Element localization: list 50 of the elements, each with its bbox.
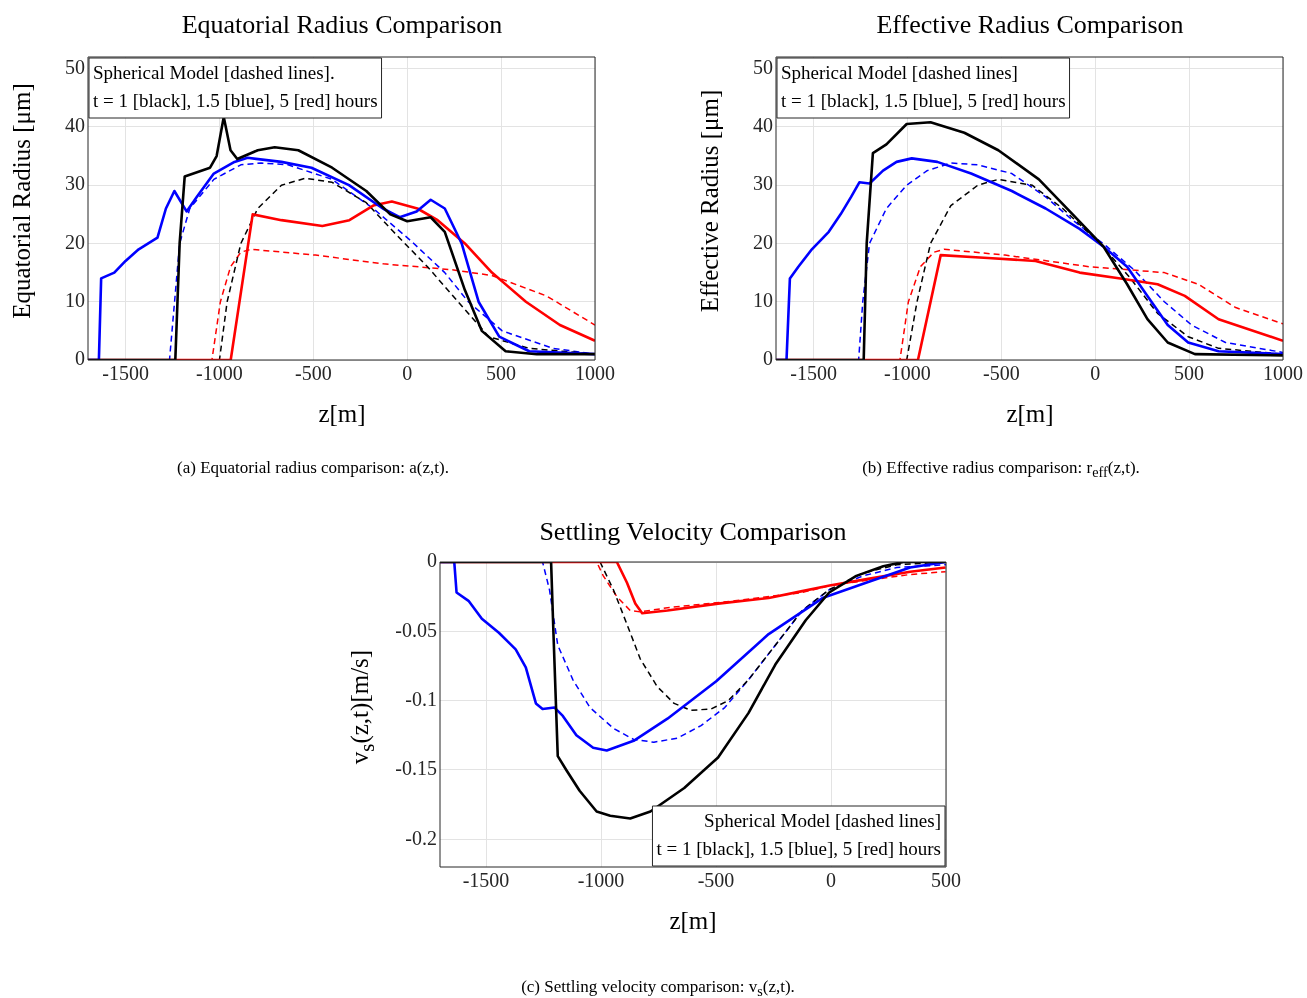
text: (c) Settling velocity comparison: v$_{s}$(z,t). (521, 977, 795, 998)
x-tick-label: 500 (1174, 362, 1205, 385)
x-tick-label: 1000 (1263, 362, 1303, 385)
text: (a) Equatorial radius comparison: a(z,t). (177, 458, 449, 477)
y-tick-label: 30 (65, 172, 85, 195)
text: (b) Effective radius comparison: r$_{eff}$(z,t). (862, 458, 1140, 481)
y-tick-label: 0 (763, 347, 773, 370)
y-tick-label: -0.2 (405, 826, 437, 849)
y-tick-label: 10 (753, 288, 773, 311)
x-axis-title: z[m] (318, 400, 366, 427)
x-tick-label: -1500 (790, 362, 837, 385)
y-tick-label: 40 (65, 114, 85, 137)
x-tick-label: -1000 (577, 869, 625, 892)
y-tick-label: 0 (427, 549, 437, 572)
y-tick-label: -0.05 (395, 618, 437, 641)
x-tick-label: -1000 (884, 362, 931, 385)
y-tick-label: 50 (65, 55, 85, 78)
annotation: Spherical Model [dashed lines] (704, 809, 941, 831)
chart-title: Settling Velocity Comparison (538, 517, 848, 547)
y-tick-label: 0 (75, 347, 85, 370)
x-tick-label: -500 (697, 869, 735, 892)
annotation: Spherical Model [dashed lines]. (93, 61, 335, 83)
y-axis-title: Effective Radius [μm] (696, 89, 723, 313)
x-axis-title: z[m] (669, 907, 717, 934)
x-tick-label: 0 (826, 869, 836, 892)
x-tick-label: 500 (931, 869, 961, 892)
y-tick-label: 20 (753, 230, 773, 253)
x-tick-label: -500 (295, 362, 332, 385)
x-tick-label: 500 (486, 362, 517, 385)
y-tick-label: 20 (65, 230, 85, 253)
y-tick-label: -0.15 (395, 757, 437, 780)
y-tick-label: 30 (753, 172, 773, 195)
y-tick-label: 40 (753, 114, 773, 137)
annotation: t = 1 [black], 1.5 [blue], 5 [red] hours (93, 89, 378, 111)
annotation: t = 1 [black], 1.5 [blue], 5 [red] hours (656, 837, 941, 859)
annotation: Spherical Model [dashed lines] (781, 61, 1018, 83)
y-tick-label: 50 (753, 55, 773, 78)
chart-title: Equatorial Radius Comparison (180, 10, 504, 40)
y-tick-label: 10 (65, 288, 85, 311)
y-tick-label: -0.1 (405, 687, 437, 710)
x-tick-label: 0 (1090, 362, 1101, 385)
x-tick-label: 1000 (575, 362, 615, 385)
annotation: t = 1 [black], 1.5 [blue], 5 [red] hours (781, 89, 1066, 111)
x-tick-label: -1500 (102, 362, 149, 385)
x-axis-title: z[m] (1006, 400, 1054, 427)
x-tick-label: -1000 (196, 362, 243, 385)
chart-title: Effective Radius Comparison (875, 10, 1185, 40)
y-axis-title: Equatorial Radius [μm] (8, 83, 35, 319)
x-tick-label: -1500 (462, 869, 510, 892)
x-tick-label: -500 (983, 362, 1020, 385)
